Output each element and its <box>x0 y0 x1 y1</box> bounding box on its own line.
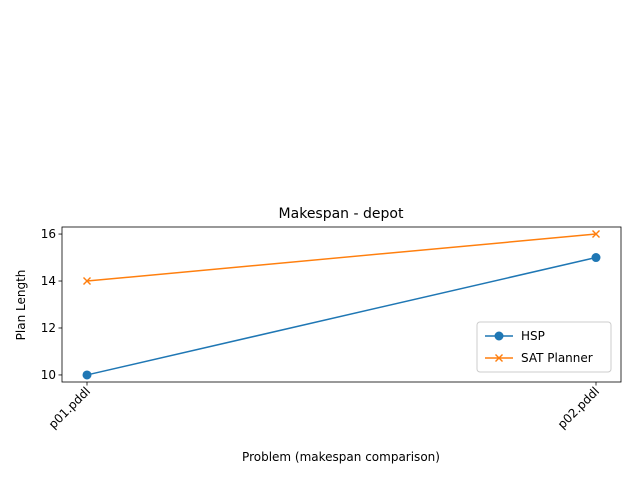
legend-label-0: HSP <box>521 329 545 343</box>
legend-marker-0 <box>494 331 504 341</box>
series-0-point-0 <box>82 370 92 380</box>
series-1-point-1 <box>592 230 600 239</box>
series-1-point-0-stroke-b <box>83 277 91 286</box>
y-tick-label-1: 12 <box>41 321 56 335</box>
legend-marker-1 <box>495 354 503 362</box>
legend-marker-1-stroke-b <box>495 354 503 362</box>
legend-label-1: SAT Planner <box>521 351 593 365</box>
chart-title: Makespan - depot <box>279 206 404 222</box>
y-tick-label-2: 14 <box>41 274 56 288</box>
series-1-point-1-stroke-b <box>592 230 600 239</box>
series-line-1 <box>86 233 597 282</box>
y-tick-label-3: 16 <box>41 227 56 241</box>
y-axis-label: Plan Length <box>14 270 28 341</box>
series-1-point-0 <box>83 277 91 286</box>
legend-box <box>476 321 612 373</box>
legend: HSP SAT Planner <box>476 321 612 373</box>
series-0-point-1 <box>591 253 601 263</box>
series-line-0 <box>86 256 597 376</box>
axes-frame <box>61 226 622 383</box>
y-tick-label-0: 10 <box>41 368 56 382</box>
x-axis-label: Problem (makespan comparison) <box>242 450 440 464</box>
